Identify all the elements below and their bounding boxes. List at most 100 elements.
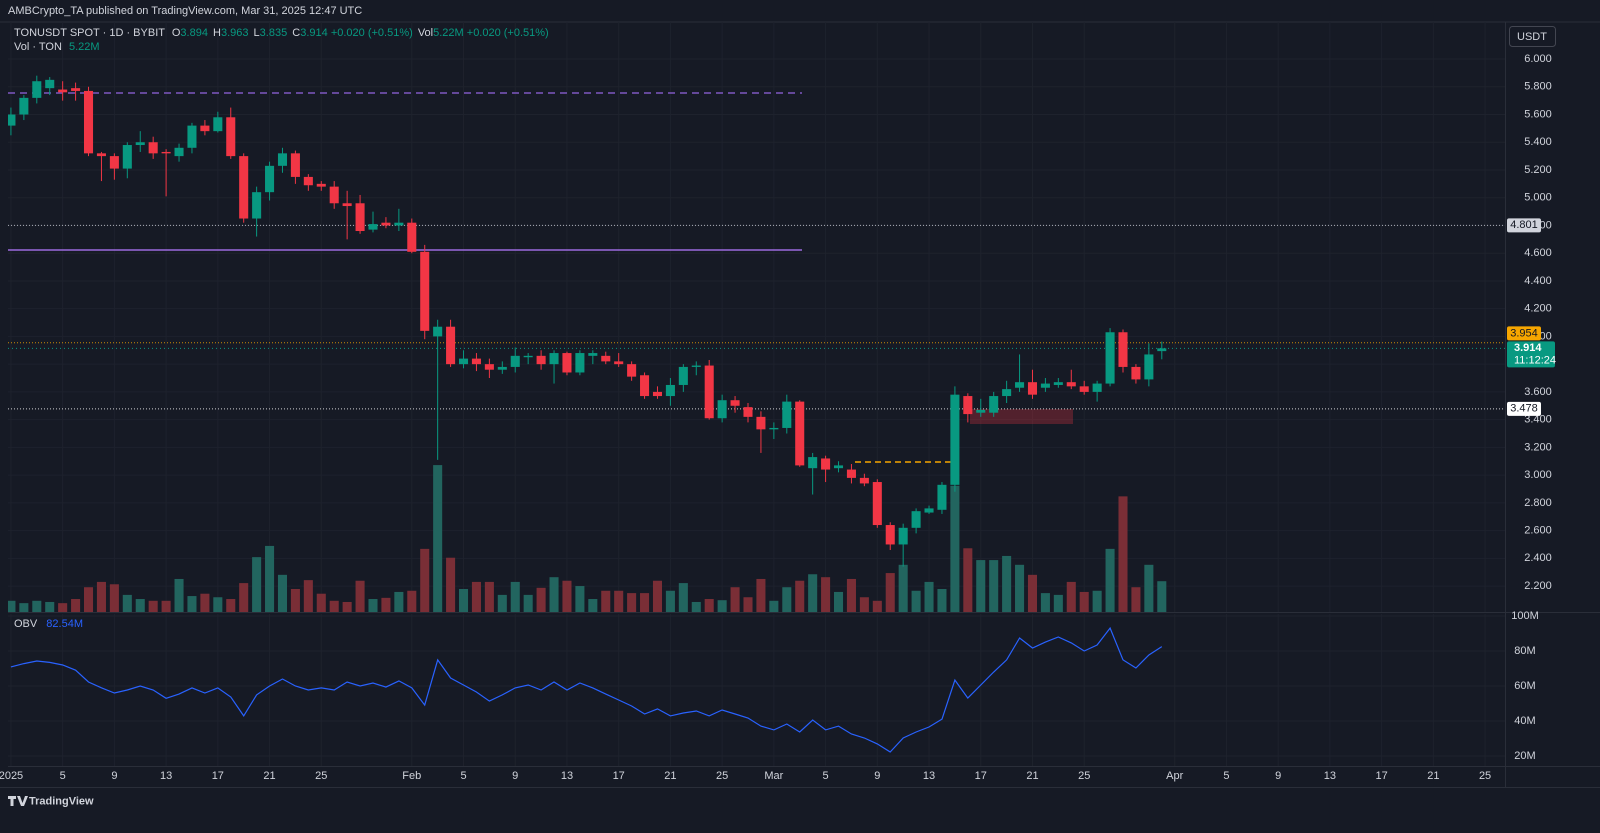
- x-tick-label: 25: [716, 770, 728, 782]
- volume-bar: [316, 593, 326, 612]
- y-tick-label: 3.000: [1524, 469, 1552, 481]
- y-tick-label: 100M: [1511, 610, 1539, 622]
- price-line-box: [1507, 326, 1541, 341]
- candle-body: [1002, 389, 1012, 397]
- volume-bar: [1066, 581, 1076, 612]
- volume-bar: [1144, 564, 1154, 612]
- volume-bar: [665, 590, 675, 612]
- volume-bar: [872, 600, 882, 612]
- candle-body: [355, 203, 365, 232]
- volume-bar: [213, 597, 223, 612]
- volume-bar: [368, 599, 378, 612]
- volume-bar: [730, 587, 740, 612]
- currency[interactable]: USDT: [1517, 31, 1547, 43]
- legend-main: TONUSDT SPOT · 1D · BYBIT O3.894 H3.963 …: [14, 27, 549, 39]
- volume-bar: [821, 577, 831, 612]
- candle-body: [381, 222, 391, 226]
- candle-body: [510, 355, 520, 367]
- volume-bar: [1040, 593, 1050, 612]
- volume-bar: [769, 600, 779, 612]
- volume-bar: [549, 577, 559, 612]
- candle-body: [1053, 382, 1063, 385]
- candle-body: [122, 145, 132, 169]
- volume-bar: [277, 574, 288, 612]
- x-tick-label: Mar: [764, 770, 783, 782]
- candle-body: [290, 153, 300, 177]
- currency-button[interactable]: [1509, 26, 1556, 47]
- candle-body: [833, 465, 844, 469]
- legend-l: L: [254, 27, 260, 39]
- volume-bar: [691, 601, 701, 612]
- x-tick-label: 9: [111, 770, 117, 782]
- volume-bar: [937, 588, 947, 612]
- volume-bar: [833, 591, 844, 612]
- x-tick-label: 25: [1078, 770, 1090, 782]
- candle-body: [71, 88, 81, 91]
- candle-body: [394, 222, 404, 226]
- drawings: [8, 92, 1073, 463]
- candle-body: [277, 153, 288, 166]
- legend-high: 3.963: [221, 27, 249, 39]
- candle-body: [575, 353, 585, 373]
- x-tick-label: 5: [1223, 770, 1229, 782]
- volume-bar: [19, 603, 29, 612]
- y-tick-label: 40M: [1514, 715, 1535, 727]
- candle-body: [691, 365, 701, 367]
- price-line-box: [1507, 401, 1541, 416]
- candle-body: [717, 400, 727, 419]
- volume-bar: [458, 588, 469, 612]
- volume-bar: [588, 599, 598, 612]
- candle-body: [821, 458, 831, 470]
- x-tick-label: 21: [1427, 770, 1439, 782]
- candle-body: [174, 147, 184, 157]
- volume-bar: [252, 557, 262, 612]
- x-tick-label: Feb: [402, 770, 421, 782]
- countdown: 11:12:24: [1514, 354, 1556, 366]
- price-lines: [8, 224, 1505, 410]
- volume-bar: [148, 600, 158, 612]
- volume-bar: [627, 593, 637, 612]
- candle-body: [83, 90, 94, 154]
- price-line-label: 3.954: [1510, 327, 1538, 339]
- volume-bar: [71, 599, 81, 612]
- candle-body: [368, 224, 378, 230]
- legend-c: C: [292, 27, 300, 39]
- x-tick-label: 21: [664, 770, 676, 782]
- y-tick-label: 5.400: [1524, 136, 1552, 148]
- candle-body: [795, 401, 805, 466]
- candle-body: [601, 355, 611, 362]
- x-tick-label: 13: [1324, 770, 1336, 782]
- x-tick-label: 13: [923, 770, 935, 782]
- y-tick-label: 2.400: [1524, 552, 1552, 564]
- logo-mark: [8, 796, 28, 806]
- candle-body: [989, 396, 999, 413]
- candle-body: [549, 353, 559, 365]
- x-tick-label: 5: [60, 770, 66, 782]
- candle-body: [213, 117, 223, 132]
- x-tick-label: 25: [1479, 770, 1491, 782]
- price-line-box: [1507, 218, 1541, 233]
- volume-bar: [1131, 587, 1141, 612]
- last-price-box: [1507, 341, 1555, 368]
- volume-bar: [109, 584, 119, 612]
- candle-body: [19, 97, 29, 115]
- volume-bar: [1079, 591, 1089, 612]
- legend-vol-value: 5.22M: [433, 27, 464, 39]
- volume-bar: [717, 600, 727, 612]
- volume-bar: [355, 580, 365, 612]
- candle-body: [148, 142, 158, 154]
- candle-body: [872, 482, 882, 526]
- volume-bar: [83, 587, 94, 612]
- volume-bar: [536, 587, 546, 612]
- candle-body: [627, 364, 637, 377]
- volume-bar: [187, 596, 197, 612]
- candle-body: [898, 527, 908, 545]
- legend-o: O: [172, 27, 181, 39]
- x-tick-label: 17: [1375, 770, 1387, 782]
- y-tick-label: 2.800: [1524, 497, 1552, 509]
- candle-body: [652, 391, 663, 397]
- candle-body: [704, 365, 714, 419]
- legend-change: +0.020 (+0.51%): [467, 27, 549, 39]
- candle-body: [161, 151, 171, 154]
